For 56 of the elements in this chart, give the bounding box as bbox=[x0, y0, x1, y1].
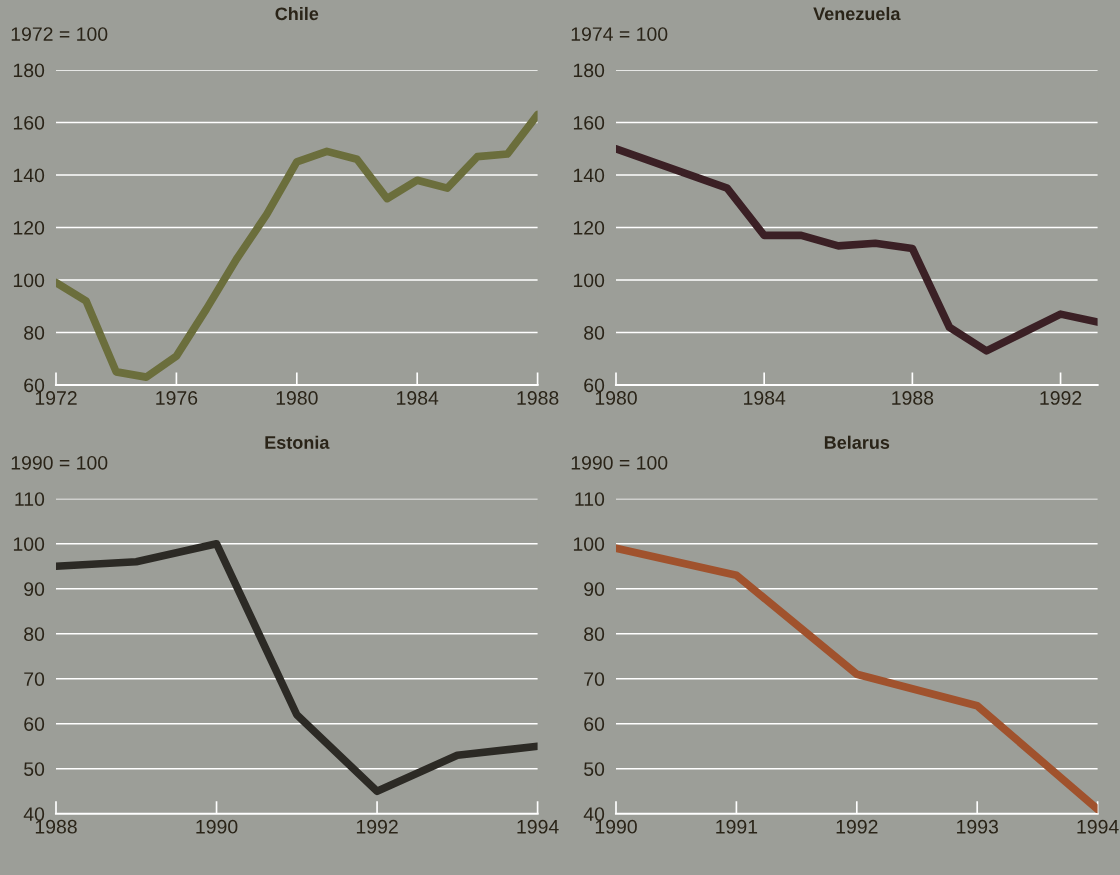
x-tick-label: 1992 bbox=[356, 819, 398, 834]
chart-title: Venezuela bbox=[813, 6, 901, 21]
y-tick-label: 80 bbox=[24, 325, 45, 340]
y-tick-label: 110 bbox=[15, 492, 45, 506]
x-tick-label: 1990 bbox=[595, 819, 637, 834]
x-tick-label: 1992 bbox=[1040, 391, 1082, 405]
y-tick-label: 80 bbox=[584, 627, 605, 641]
y-tick-label: 160 bbox=[13, 115, 45, 130]
y-tick-label: 80 bbox=[24, 627, 45, 641]
y-tick-label: 50 bbox=[584, 762, 605, 776]
y-tick-label: 40 bbox=[583, 807, 605, 821]
x-tick-label: 1988 bbox=[517, 391, 559, 405]
x-tick-label: 1993 bbox=[957, 819, 998, 834]
y-tick-label: 120 bbox=[13, 220, 45, 235]
y-tick-label: 50 bbox=[24, 762, 45, 776]
y-axis-title: 1974 = 100 bbox=[571, 27, 668, 41]
y-tick-label: 90 bbox=[584, 582, 605, 596]
y-tick-label: 70 bbox=[24, 672, 45, 686]
chart-title: Belarus bbox=[824, 435, 890, 449]
x-tick-label: 1992 bbox=[836, 819, 878, 834]
y-tick-label: 160 bbox=[573, 115, 605, 130]
y-tick-label: 120 bbox=[573, 220, 605, 235]
y-tick-label: 70 bbox=[584, 672, 605, 686]
y-tick-label: 100 bbox=[573, 273, 605, 288]
y-tick-label: 90 bbox=[24, 582, 45, 596]
y-tick-label: 180 bbox=[573, 63, 605, 78]
y-tick-label: 110 bbox=[575, 492, 605, 506]
x-tick-label: 1991 bbox=[716, 819, 758, 834]
y-tick-label: 60 bbox=[24, 378, 45, 393]
y-axis-title: 1990 = 100 bbox=[571, 455, 668, 470]
y-axis-title: 1990 = 100 bbox=[11, 455, 108, 470]
x-tick-label: 1990 bbox=[196, 819, 238, 834]
x-tick-label: 1988 bbox=[35, 819, 77, 834]
y-tick-label: 80 bbox=[584, 325, 605, 340]
y-tick-label: 140 bbox=[573, 168, 605, 183]
y-tick-label: 180 bbox=[13, 63, 45, 78]
y-axis-title: 1972 = 100 bbox=[11, 27, 108, 41]
x-tick-label: 1976 bbox=[156, 391, 198, 405]
y-tick-label: 60 bbox=[24, 717, 45, 731]
x-tick-label: 1988 bbox=[892, 391, 934, 405]
x-tick-label: 1984 bbox=[397, 391, 439, 405]
x-tick-label: 1984 bbox=[744, 391, 786, 405]
y-tick-label: 140 bbox=[13, 168, 45, 183]
x-tick-label: 1994 bbox=[1077, 819, 1119, 834]
x-tick-label: 1994 bbox=[517, 819, 559, 834]
y-tick-label: 40 bbox=[23, 807, 45, 821]
y-tick-label: 100 bbox=[13, 273, 45, 288]
x-tick-label: 1972 bbox=[35, 391, 77, 405]
chart-title: Estonia bbox=[265, 435, 330, 449]
y-tick-label: 100 bbox=[573, 537, 605, 551]
y-tick-label: 100 bbox=[13, 537, 45, 551]
y-tick-label: 60 bbox=[584, 378, 605, 393]
chart-title: Chile bbox=[275, 6, 319, 21]
y-tick-label: 60 bbox=[584, 717, 605, 731]
x-tick-label: 1980 bbox=[595, 391, 637, 405]
x-tick-label: 1980 bbox=[276, 391, 318, 405]
